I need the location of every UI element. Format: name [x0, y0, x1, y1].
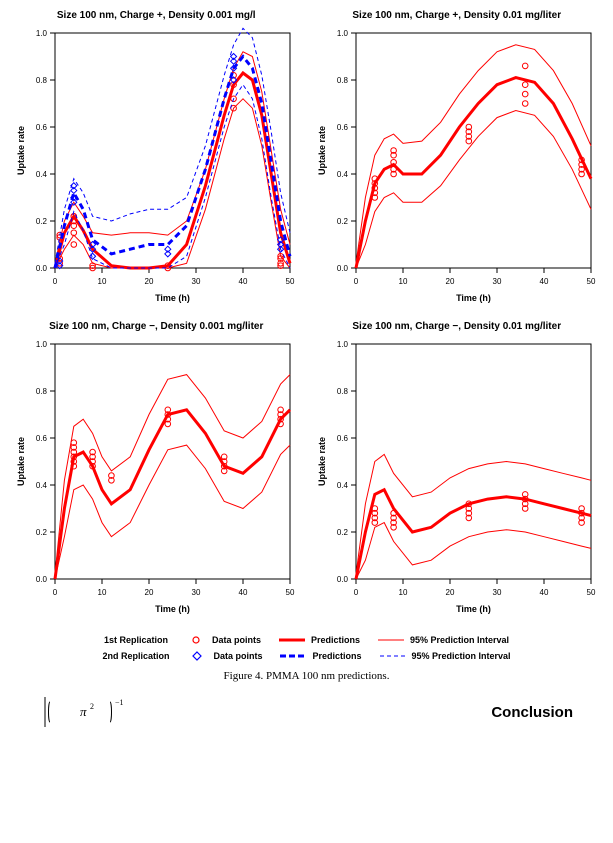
figure-caption: Figure 4. PMMA 100 nm predictions.	[10, 670, 603, 682]
panel-2-svg: 0 10 20 30 40 50 0.0 0.2 0.4 0.6 0.8 1.0 Time (h) Upt…	[311, 23, 601, 313]
svg-text:Uptake rate: Uptake rate	[16, 126, 26, 175]
panel-3: Size 100 nm, Charge −, Density 0.001 mg/…	[10, 321, 303, 624]
svg-text:Uptake rate: Uptake rate	[317, 437, 327, 486]
legend: 1st Replication Data points Predictions …	[10, 634, 603, 662]
svg-text:1.0: 1.0	[36, 340, 48, 349]
legend-datapoints-text-2: Data points	[213, 651, 262, 661]
svg-text:Uptake rate: Uptake rate	[317, 126, 327, 175]
legend-2-pred: Predictions	[280, 650, 361, 662]
svg-text:50: 50	[286, 588, 295, 597]
panel-4: Size 100 nm, Charge −, Density 0.01 mg/l…	[311, 321, 604, 624]
svg-text:40: 40	[539, 277, 548, 286]
panel-1-svg: 0 10 20 30 40 50 0.0 0.2 0.4 0.6 0.8 1.0 Time (h) Upt…	[10, 23, 300, 313]
panel-1: Size 100 nm, Charge +, Density 0.001 mg/…	[10, 10, 303, 313]
svg-text:0.2: 0.2	[36, 217, 48, 226]
legend-1-pred: Predictions	[279, 634, 360, 646]
svg-text:30: 30	[192, 277, 201, 286]
legend-pred-text-2: Predictions	[312, 651, 361, 661]
svg-text:20: 20	[445, 277, 454, 286]
svg-text:10: 10	[398, 588, 407, 597]
svg-text:−1: −1	[115, 698, 124, 707]
panel-3-title: Size 100 nm, Charge −, Density 0.001 mg/…	[10, 321, 303, 332]
conclusion-heading: Conclusion	[491, 704, 573, 721]
svg-text:0.6: 0.6	[36, 434, 48, 443]
svg-text:0.8: 0.8	[36, 76, 48, 85]
svg-text:0: 0	[353, 588, 358, 597]
svg-text:0.0: 0.0	[336, 575, 348, 584]
panel-2: Size 100 nm, Charge +, Density 0.01 mg/l…	[311, 10, 604, 313]
svg-text:0.6: 0.6	[336, 434, 348, 443]
svg-text:40: 40	[539, 588, 548, 597]
svg-text:1.0: 1.0	[36, 29, 48, 38]
svg-text:0.2: 0.2	[36, 528, 48, 537]
svg-text:30: 30	[492, 588, 501, 597]
chart-grid: Size 100 nm, Charge +, Density 0.001 mg/…	[10, 10, 603, 624]
svg-text:Time (h): Time (h)	[155, 293, 190, 303]
svg-text:40: 40	[239, 277, 248, 286]
svg-text:50: 50	[586, 277, 595, 286]
svg-text:20: 20	[145, 277, 154, 286]
svg-text:0.8: 0.8	[36, 387, 48, 396]
legend-2-interval: 95% Prediction Interval	[380, 650, 511, 662]
legend-interval-text-2: 95% Prediction Interval	[412, 651, 511, 661]
svg-text:50: 50	[586, 588, 595, 597]
svg-text:π: π	[80, 704, 87, 719]
formula-fragment: π 2 −1	[40, 692, 150, 732]
svg-text:2: 2	[90, 702, 94, 711]
svg-text:0.4: 0.4	[36, 170, 48, 179]
legend-1-datapoints: Data points	[186, 634, 261, 646]
svg-text:50: 50	[286, 277, 295, 286]
panel-3-svg: 0 10 20 30 40 50 0.0 0.2 0.4 0.6 0.8 1.0 Time (h) Upt…	[10, 334, 300, 624]
legend-row-2: 2nd Replication Data points Predictions …	[102, 650, 510, 662]
svg-text:0.4: 0.4	[336, 170, 348, 179]
svg-text:0.2: 0.2	[336, 528, 348, 537]
svg-text:10: 10	[398, 277, 407, 286]
svg-text:10: 10	[98, 588, 107, 597]
legend-row1-label: 1st Replication	[104, 635, 168, 645]
svg-text:0.6: 0.6	[36, 123, 48, 132]
panel-4-title: Size 100 nm, Charge −, Density 0.01 mg/l…	[311, 321, 604, 332]
svg-text:0: 0	[53, 588, 58, 597]
legend-row2-label: 2nd Replication	[102, 651, 169, 661]
svg-text:0.8: 0.8	[336, 76, 348, 85]
svg-text:0.0: 0.0	[36, 575, 48, 584]
legend-interval-text: 95% Prediction Interval	[410, 635, 509, 645]
svg-text:Time (h): Time (h)	[456, 293, 491, 303]
legend-2-datapoints: Data points	[187, 650, 262, 662]
svg-text:30: 30	[192, 588, 201, 597]
svg-text:40: 40	[239, 588, 248, 597]
panel-2-title: Size 100 nm, Charge +, Density 0.01 mg/l…	[311, 10, 604, 21]
legend-datapoints-text: Data points	[212, 635, 261, 645]
svg-text:0.2: 0.2	[336, 217, 348, 226]
legend-row-1: 1st Replication Data points Predictions …	[104, 634, 509, 646]
svg-text:1.0: 1.0	[336, 340, 348, 349]
svg-text:0.4: 0.4	[36, 481, 48, 490]
legend-1-interval: 95% Prediction Interval	[378, 634, 509, 646]
svg-text:Uptake rate: Uptake rate	[16, 437, 26, 486]
svg-text:0.6: 0.6	[336, 123, 348, 132]
bottom-row: π 2 −1 Conclusion	[10, 692, 603, 732]
legend-pred-text: Predictions	[311, 635, 360, 645]
panel-1-title: Size 100 nm, Charge +, Density 0.001 mg/…	[10, 10, 303, 21]
svg-text:0: 0	[353, 277, 358, 286]
panel-4-svg: 0 10 20 30 40 50 0.0 0.2 0.4 0.6 0.8 1.0 Time (h) Upt…	[311, 334, 601, 624]
svg-text:0.0: 0.0	[36, 264, 48, 273]
svg-text:0.4: 0.4	[336, 481, 348, 490]
svg-text:30: 30	[492, 277, 501, 286]
svg-text:0.8: 0.8	[336, 387, 348, 396]
svg-text:20: 20	[145, 588, 154, 597]
svg-text:0: 0	[53, 277, 58, 286]
svg-text:1.0: 1.0	[336, 29, 348, 38]
svg-text:Time (h): Time (h)	[155, 604, 190, 614]
svg-text:10: 10	[98, 277, 107, 286]
svg-text:0.0: 0.0	[336, 264, 348, 273]
svg-text:Time (h): Time (h)	[456, 604, 491, 614]
svg-text:20: 20	[445, 588, 454, 597]
